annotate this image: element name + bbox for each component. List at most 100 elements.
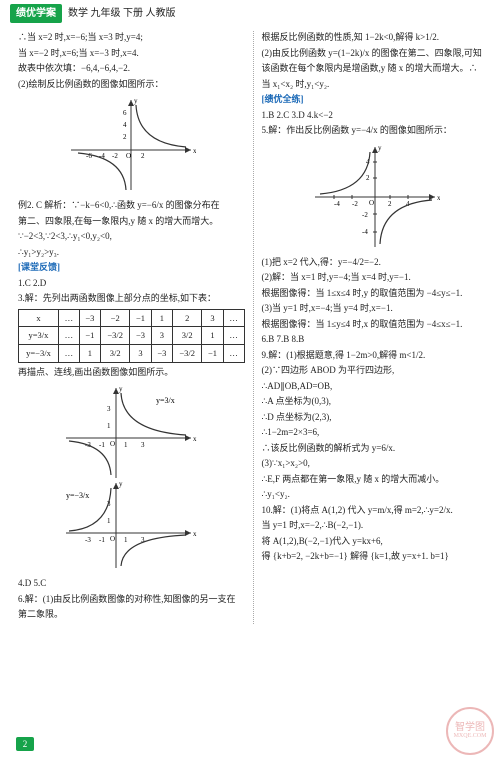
table-cell: −1 (79, 327, 100, 345)
svg-text:y: y (119, 480, 123, 488)
table-cell: x (19, 309, 59, 327)
table-cell: 3/2 (173, 327, 202, 345)
svg-text:x: x (193, 147, 196, 155)
text-line: 4.D 5.C (18, 577, 245, 591)
text-line: (2)∵四边形 ABOD 为平行四边形, (262, 364, 489, 378)
text-line: 当 y=1 时,x=−2,∴B(−2,−1). (262, 519, 489, 533)
text-line: ∴A 点坐标为(0,3), (262, 395, 489, 409)
table-cell: 1 (202, 327, 223, 345)
text-line: 例2. C 解析：∵−k−6<0,∴函数 y=−6/x 的图像分布在 (18, 199, 245, 213)
table-cell: 1 (79, 345, 100, 363)
svg-text:2: 2 (123, 133, 127, 141)
svg-text:-4: -4 (334, 200, 340, 208)
svg-text:O: O (126, 152, 131, 160)
content-columns: ∴当 x=2 时,x=−6;当 x=3 时,y=4; 当 x=−2 时,x=6;… (0, 27, 500, 624)
text-line: 再描点、连线,画出函数图像如图所示。 (18, 366, 245, 380)
right-column: 根据反比例函数的性质,知 1−2k<0,解得 k>1/2. (2)由反比例函数 … (254, 31, 489, 624)
text-line: 得 {k+b=2, −2k+b=−1} 解得 {k=1,故 y=x+1. b=1… (262, 550, 489, 564)
svg-text:1: 1 (107, 422, 111, 430)
text-line: 当 x₁<x₂ 时,y₁<y₂. (262, 78, 489, 92)
watermark-stamp: 智学图 MXQE.COM (446, 707, 494, 755)
table-cell: 2 (173, 309, 202, 327)
table-cell: −3/2 (101, 327, 130, 345)
svg-text:1: 1 (124, 536, 128, 544)
table-cell: 3 (151, 327, 172, 345)
table-cell: −3 (130, 327, 151, 345)
svg-text:-2: -2 (362, 211, 368, 219)
svg-text:1: 1 (107, 517, 111, 525)
page-header: 绩优学案 数学 九年级 下册 人教版 (0, 0, 500, 27)
svg-text:y: y (119, 385, 123, 393)
table-cell: … (223, 309, 244, 327)
table-cell: 3/2 (101, 345, 130, 363)
svg-text:3: 3 (141, 441, 145, 449)
svg-text:-3: -3 (85, 536, 91, 544)
text-line: 根据反比例函数的性质,知 1−2k<0,解得 k>1/2. (262, 31, 489, 45)
section-heading: [课堂反馈] (18, 261, 245, 275)
text-line: 根据图像得：当 1≤y≤4 时,x 的取值范围为 −4≤x≤−1. (262, 318, 489, 332)
table-cell: 1 (151, 309, 172, 327)
text-line: 5.解：作出反比例函数 y=−4/x 的图像如图所示： (262, 124, 489, 138)
table-cell: … (58, 309, 79, 327)
value-table: x…−3−2−1123…y=3/x…−1−3/2−333/21…y=−3/x…1… (18, 309, 245, 363)
svg-text:2: 2 (366, 174, 370, 182)
table-cell: … (223, 345, 244, 363)
text-line: ∴该反比例函数的解析式为 y=6/x. (262, 442, 489, 456)
text-line: (2)绘制反比例函数的图像如图所示： (18, 78, 245, 92)
table-cell: −3/2 (173, 345, 202, 363)
text-line: 1.B 2.C 3.D 4.k<−2 (262, 109, 489, 123)
table-cell: −3 (151, 345, 172, 363)
svg-text:3: 3 (107, 405, 111, 413)
text-line: ∴AD∥OB,AD=OB, (262, 380, 489, 394)
text-line: ∴D 点坐标为(2,3), (262, 411, 489, 425)
text-line: ∴y₁<y₂. (262, 488, 489, 502)
table-cell: y=−3/x (19, 345, 59, 363)
page-number: 2 (16, 737, 34, 751)
text-line: (1)把 x=2 代入,得：y=−4/2=−2. (262, 256, 489, 270)
svg-text:1: 1 (124, 441, 128, 449)
text-line: (2)由反比例函数 y=(1−2k)/x 的图像在第二、四象限,可知 (262, 47, 489, 61)
text-line: 根据图像得：当 1≤x≤4 时,y 的取值范围为 −4≤y≤−1. (262, 287, 489, 301)
graph-double-hyperbola: xyO y=3/x -3-113 13 xyO y=−3/x -3-113 13 (61, 383, 201, 573)
text-line: ∵−2<3,∵2<3,∴y₁<0,y₂<0, (18, 230, 245, 244)
svg-text:O: O (369, 199, 374, 207)
text-line: 9.解：(1)根据题意,得 1−2m>0,解得 m<1/2. (262, 349, 489, 363)
table-cell: −2 (101, 309, 130, 327)
text-line: ∴E,F 两点都在第一象限,y 随 x 的增大而减小。 (262, 473, 489, 487)
series-banner: 绩优学案 (10, 4, 62, 23)
svg-text:-4: -4 (362, 228, 368, 236)
svg-text:x: x (193, 530, 197, 538)
svg-text:x: x (437, 194, 440, 202)
text-line: ∴1−2m=2×3=6, (262, 426, 489, 440)
graph-hyperbola-2: xyO -4-224 24-2-4 (310, 142, 440, 252)
svg-text:-2: -2 (352, 200, 358, 208)
svg-text:x: x (193, 435, 197, 443)
svg-text:y=3/x: y=3/x (156, 396, 175, 405)
table-cell: 3 (130, 345, 151, 363)
table-cell: 3 (202, 309, 223, 327)
table-cell: −3 (79, 309, 100, 327)
table-cell: … (58, 345, 79, 363)
table-cell: −1 (130, 309, 151, 327)
svg-text:2: 2 (388, 200, 392, 208)
text-line: 当 x=−2 时,x=6;当 x=−3 时,x=4. (18, 47, 245, 61)
watermark-main: 智学图 (455, 722, 485, 733)
svg-text:4: 4 (123, 121, 127, 129)
text-line: 该函数在每个象限内是增函数,y 随 x 的增大而增大。∴ (262, 62, 489, 76)
text-line: 将 A(1,2),B(−2,−1)代入 y=kx+6, (262, 535, 489, 549)
subject-text: 数学 九年级 下册 人教版 (68, 6, 176, 21)
svg-text:y: y (378, 144, 382, 152)
text-line: 第二、四象限,在每一象限内,y 随 x 的增大而增大。 (18, 215, 245, 229)
watermark-sub: MXQE.COM (454, 733, 487, 740)
text-line: (2)解：当 x=1 时,y=−4;当 x=4 时,y=−1. (262, 271, 489, 285)
text-line: (3)当 y=1 时,x=−4;当 y=4 时,x=−1. (262, 302, 489, 316)
svg-text:y=−3/x: y=−3/x (66, 491, 89, 500)
text-line: 10.解：(1)将点 A(1,2) 代入 y=m/x,得 m=2,∴y=2/x. (262, 504, 489, 518)
text-line: ∴当 x=2 时,x=−6;当 x=3 时,y=4; (18, 31, 245, 45)
table-cell: … (223, 327, 244, 345)
table-cell: y=3/x (19, 327, 59, 345)
left-column: ∴当 x=2 时,x=−6;当 x=3 时,y=4; 当 x=−2 时,x=6;… (18, 31, 254, 624)
text-line: ∴y₁>y₂>y₃. (18, 246, 245, 260)
text-line: 6.B 7.B 8.B (262, 333, 489, 347)
svg-text:y: y (134, 97, 138, 105)
